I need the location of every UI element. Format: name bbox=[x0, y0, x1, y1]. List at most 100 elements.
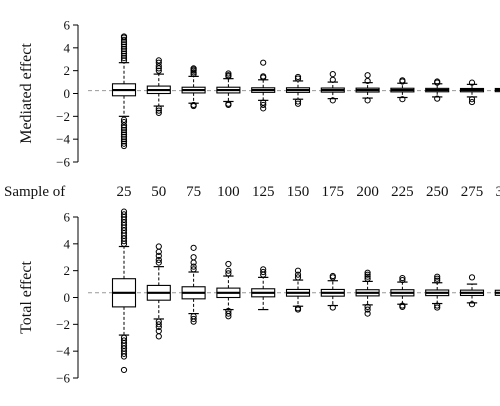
outlier-point bbox=[155, 321, 162, 328]
outlier-point bbox=[120, 43, 128, 50]
outlier-point bbox=[120, 36, 128, 43]
box-100 bbox=[216, 260, 241, 320]
outlier-point bbox=[260, 268, 267, 276]
y-tick-label: 4 bbox=[64, 40, 71, 55]
box-300 bbox=[494, 87, 500, 93]
outlier-point bbox=[120, 126, 128, 134]
outlier-point bbox=[155, 323, 162, 331]
box-300 bbox=[494, 289, 500, 296]
outlier-point bbox=[190, 102, 197, 110]
outlier-point bbox=[155, 105, 162, 112]
outlier-point bbox=[399, 274, 406, 282]
box-200 bbox=[355, 269, 380, 317]
outlier-point bbox=[364, 303, 371, 310]
outlier-point bbox=[225, 310, 232, 317]
outlier-point bbox=[364, 77, 371, 85]
outlier-point bbox=[468, 274, 476, 281]
y-tick-label: −6 bbox=[56, 155, 70, 170]
sample-size-label: 25 bbox=[117, 184, 132, 200]
outlier-point bbox=[399, 77, 406, 84]
box-175 bbox=[320, 70, 345, 104]
sample-size-label: 100 bbox=[217, 184, 240, 200]
outlier-point bbox=[399, 276, 406, 284]
outlier-point bbox=[120, 33, 128, 40]
outlier-point bbox=[260, 105, 267, 112]
y-tick-label: 0 bbox=[64, 86, 71, 101]
box-25 bbox=[111, 208, 137, 374]
outlier-point bbox=[364, 97, 371, 104]
outlier-point bbox=[225, 267, 232, 274]
outlier-point bbox=[434, 302, 441, 309]
sample-size-label: 250 bbox=[426, 184, 449, 200]
outlier-point bbox=[260, 73, 267, 80]
outlier-point bbox=[190, 254, 197, 261]
sample-of-label: Sample of bbox=[4, 184, 65, 200]
outlier-point bbox=[120, 48, 128, 55]
y-tick-label: 6 bbox=[64, 18, 71, 33]
outlier-point bbox=[225, 70, 232, 77]
y-tick-label: −4 bbox=[56, 344, 70, 359]
outlier-point bbox=[364, 310, 371, 317]
mediated-effect-panel: −6 −4 −2 0 2 4 6 Mediated effect bbox=[18, 18, 500, 170]
outlier-point bbox=[364, 269, 371, 276]
sample-size-label: 225 bbox=[391, 184, 414, 200]
mediated-effect-axis-title: Mediated effect bbox=[18, 43, 35, 144]
box-175 bbox=[320, 272, 345, 311]
outlier-point bbox=[120, 211, 128, 218]
outlier-point bbox=[120, 366, 128, 374]
total-effect-panel: −6 −4 −2 0 2 4 6 Total effect bbox=[18, 208, 500, 386]
outlier-point bbox=[294, 75, 302, 82]
outlier-point bbox=[120, 122, 128, 129]
outlier-point bbox=[399, 96, 406, 103]
outlier-point bbox=[120, 129, 128, 136]
outlier-point bbox=[364, 306, 371, 313]
outlier-point bbox=[155, 109, 162, 117]
outlier-point bbox=[260, 101, 267, 109]
y-tick-label: 0 bbox=[64, 290, 71, 305]
y-tick-label: −2 bbox=[56, 109, 70, 124]
box-250 bbox=[425, 273, 450, 311]
outlier-point bbox=[294, 271, 302, 278]
outlier-point bbox=[329, 97, 336, 104]
outlier-point bbox=[434, 78, 441, 85]
y-tick-label: −4 bbox=[56, 132, 70, 147]
outlier-point bbox=[120, 55, 128, 62]
outlier-point bbox=[155, 107, 162, 114]
outlier-point bbox=[190, 318, 197, 325]
outlier-point bbox=[468, 79, 476, 86]
sample-size-label: 50 bbox=[151, 184, 166, 200]
outlier-point bbox=[294, 98, 302, 105]
outlier-point bbox=[225, 270, 232, 277]
y-tick-label: −2 bbox=[56, 317, 70, 332]
box-225 bbox=[390, 274, 415, 310]
outlier-point bbox=[190, 263, 197, 270]
outlier-point bbox=[329, 76, 336, 83]
outlier-point bbox=[155, 243, 162, 250]
outlier-point bbox=[364, 275, 371, 282]
outlier-point bbox=[120, 138, 128, 145]
box-225 bbox=[390, 77, 415, 103]
box-75 bbox=[181, 244, 206, 325]
outlier-point bbox=[120, 45, 128, 53]
outlier-point bbox=[260, 266, 267, 273]
outlier-point bbox=[364, 271, 371, 278]
box-150 bbox=[285, 267, 311, 313]
sample-size-label: 175 bbox=[322, 184, 345, 200]
y-tick-label: 4 bbox=[64, 236, 71, 251]
outlier-point bbox=[155, 57, 162, 64]
outlier-point bbox=[120, 133, 128, 140]
y-tick-label: −6 bbox=[56, 371, 70, 386]
box-125 bbox=[251, 266, 276, 311]
outlier-point bbox=[120, 52, 128, 59]
outlier-point bbox=[155, 259, 162, 266]
sample-size-label: 300 bbox=[496, 184, 500, 200]
box-125 bbox=[251, 59, 276, 112]
outlier-point bbox=[468, 98, 476, 106]
outlier-point bbox=[364, 72, 371, 79]
outlier-point bbox=[225, 101, 232, 109]
sample-size-label: 75 bbox=[186, 184, 201, 200]
outlier-point bbox=[120, 131, 128, 138]
outlier-point bbox=[120, 116, 128, 123]
outlier-point bbox=[434, 275, 441, 282]
outlier-point bbox=[260, 59, 267, 66]
